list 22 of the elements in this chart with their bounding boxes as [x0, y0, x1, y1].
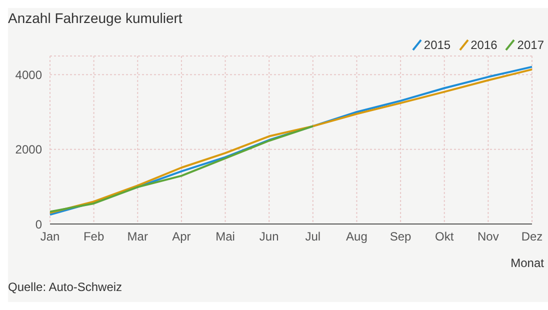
x-tick-label: Sep — [390, 230, 412, 244]
x-tick-label: Jun — [259, 230, 279, 244]
x-tick-label: Dez — [521, 230, 543, 244]
x-tick-label: Jul — [305, 230, 321, 244]
x-tick-label: Mar — [127, 230, 148, 244]
x-tick-label: Apr — [172, 230, 191, 244]
legend-label: 2017 — [517, 38, 544, 52]
legend-label: 2015 — [424, 38, 451, 52]
y-tick-label: 0 — [35, 217, 42, 232]
source-note: Quelle: Auto-Schweiz — [8, 280, 122, 294]
x-tick-label: Aug — [346, 230, 368, 244]
legend-label: 2016 — [470, 38, 498, 52]
x-tick-label: Jan — [40, 230, 60, 244]
line-series — [49, 125, 314, 213]
x-axis-title: Monat — [510, 256, 544, 270]
x-tick-label: Okt — [435, 230, 454, 244]
y-tick-label: 4000 — [15, 68, 42, 82]
x-tick-label: Mai — [216, 230, 235, 244]
y-tick-label: 2000 — [15, 142, 42, 157]
x-tick-label: Nov — [478, 230, 499, 244]
x-tick-label: Feb — [83, 230, 104, 244]
chart-title: Anzahl Fahrzeuge kumuliert — [8, 10, 182, 26]
